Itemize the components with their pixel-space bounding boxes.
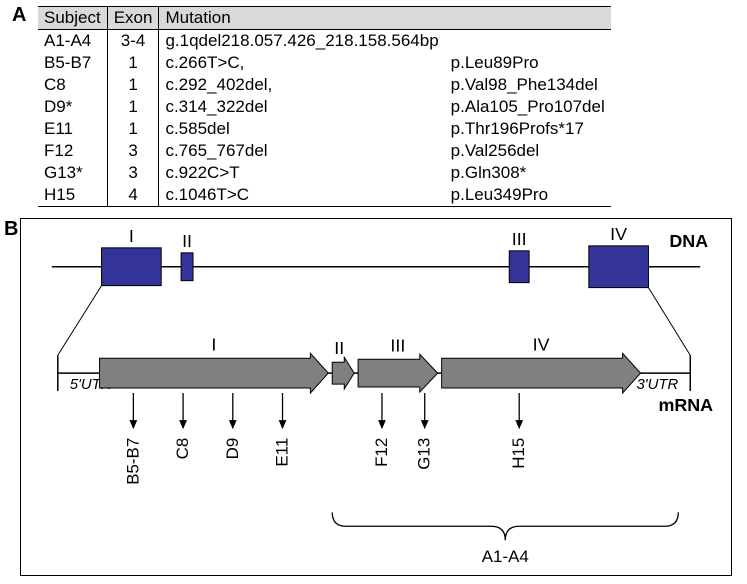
svg-text:C8: C8 xyxy=(173,438,192,460)
svg-text:F12: F12 xyxy=(372,438,391,467)
svg-text:mRNA: mRNA xyxy=(658,395,713,415)
cell-exon: 1 xyxy=(107,118,159,140)
svg-text:III: III xyxy=(512,229,527,249)
cell-subject: D9* xyxy=(38,96,107,118)
cell-exon: 3 xyxy=(107,162,159,184)
col-exon: Exon xyxy=(107,7,159,30)
cell-exon: 1 xyxy=(107,74,159,96)
cell-subject: B5-B7 xyxy=(38,52,107,74)
table-header-row: Subject Exon Mutation xyxy=(38,7,611,30)
svg-text:D9: D9 xyxy=(223,438,242,460)
cell-mutation-p: p.Leu349Pro xyxy=(445,184,611,207)
table-row: G13*3c.922C>Tp.Gln308* xyxy=(38,162,611,184)
svg-text:B5-B7: B5-B7 xyxy=(123,438,142,485)
svg-text:I: I xyxy=(129,226,134,246)
panel-b-label: B xyxy=(4,218,18,241)
cell-subject: C8 xyxy=(38,74,107,96)
cell-mutation-c: g.1qdel218.057.426_218.158.564bp xyxy=(159,30,445,53)
cell-mutation-p: p.Ala105_Pro107del xyxy=(445,96,611,118)
table-row: D9*1c.314_322delp.Ala105_Pro107del xyxy=(38,96,611,118)
svg-text:I: I xyxy=(211,334,216,354)
cell-mutation-c: c.1046T>C xyxy=(159,184,445,207)
svg-text:II: II xyxy=(334,338,344,358)
svg-text:E11: E11 xyxy=(272,438,291,467)
cell-mutation-p: p.Val256del xyxy=(445,140,611,162)
table-row: E111c.585delp.Thr196Profs*17 xyxy=(38,118,611,140)
cell-mutation-c: c.922C>T xyxy=(159,162,445,184)
svg-text:II: II xyxy=(182,231,192,251)
cell-mutation-c: c.765_767del xyxy=(159,140,445,162)
cell-exon: 1 xyxy=(107,96,159,118)
table-row: A1-A43-4g.1qdel218.057.426_218.158.564bp xyxy=(38,30,611,53)
svg-text:IV: IV xyxy=(610,224,627,244)
cell-mutation-p xyxy=(445,30,611,53)
cell-mutation-p: p.Leu89Pro xyxy=(445,52,611,74)
col-mutation: Mutation xyxy=(159,7,611,30)
cell-mutation-c: c.266T>C, xyxy=(159,52,445,74)
panel-a-label: A xyxy=(12,4,26,27)
cell-exon: 3-4 xyxy=(107,30,159,53)
cell-mutation-p: p.Gln308* xyxy=(445,162,611,184)
cell-mutation-c: c.314_322del xyxy=(159,96,445,118)
svg-text:IV: IV xyxy=(533,334,550,354)
cell-mutation-p: p.Val98_Phe134del xyxy=(445,74,611,96)
svg-text:A1-A4: A1-A4 xyxy=(482,547,529,566)
svg-text:G13: G13 xyxy=(415,438,434,470)
svg-text:H15: H15 xyxy=(509,438,528,469)
cell-mutation-p: p.Thr196Profs*17 xyxy=(445,118,611,140)
table-row: F123c.765_767delp.Val256del xyxy=(38,140,611,162)
gene-diagram: IIIIIIIVDNA5'UTR3'UTRIIIIIIIVmRNAB5-B7C8… xyxy=(20,218,732,576)
table-row: H154c.1046T>Cp.Leu349Pro xyxy=(38,184,611,207)
cell-exon: 3 xyxy=(107,140,159,162)
col-subject: Subject xyxy=(38,7,107,30)
cell-exon: 4 xyxy=(107,184,159,207)
table-row: B5-B71c.266T>C,p.Leu89Pro xyxy=(38,52,611,74)
table-row: C81c.292_402del,p.Val98_Phe134del xyxy=(38,74,611,96)
cell-mutation-c: c.292_402del, xyxy=(159,74,445,96)
mutation-table: Subject Exon Mutation A1-A43-4g.1qdel218… xyxy=(38,6,738,207)
cell-subject: G13* xyxy=(38,162,107,184)
svg-text:DNA: DNA xyxy=(669,231,708,251)
svg-text:3'UTR: 3'UTR xyxy=(637,377,679,393)
cell-subject: E11 xyxy=(38,118,107,140)
cell-mutation-c: c.585del xyxy=(159,118,445,140)
svg-text:III: III xyxy=(390,335,405,355)
cell-exon: 1 xyxy=(107,52,159,74)
cell-subject: F12 xyxy=(38,140,107,162)
cell-subject: A1-A4 xyxy=(38,30,107,53)
cell-subject: H15 xyxy=(38,184,107,207)
